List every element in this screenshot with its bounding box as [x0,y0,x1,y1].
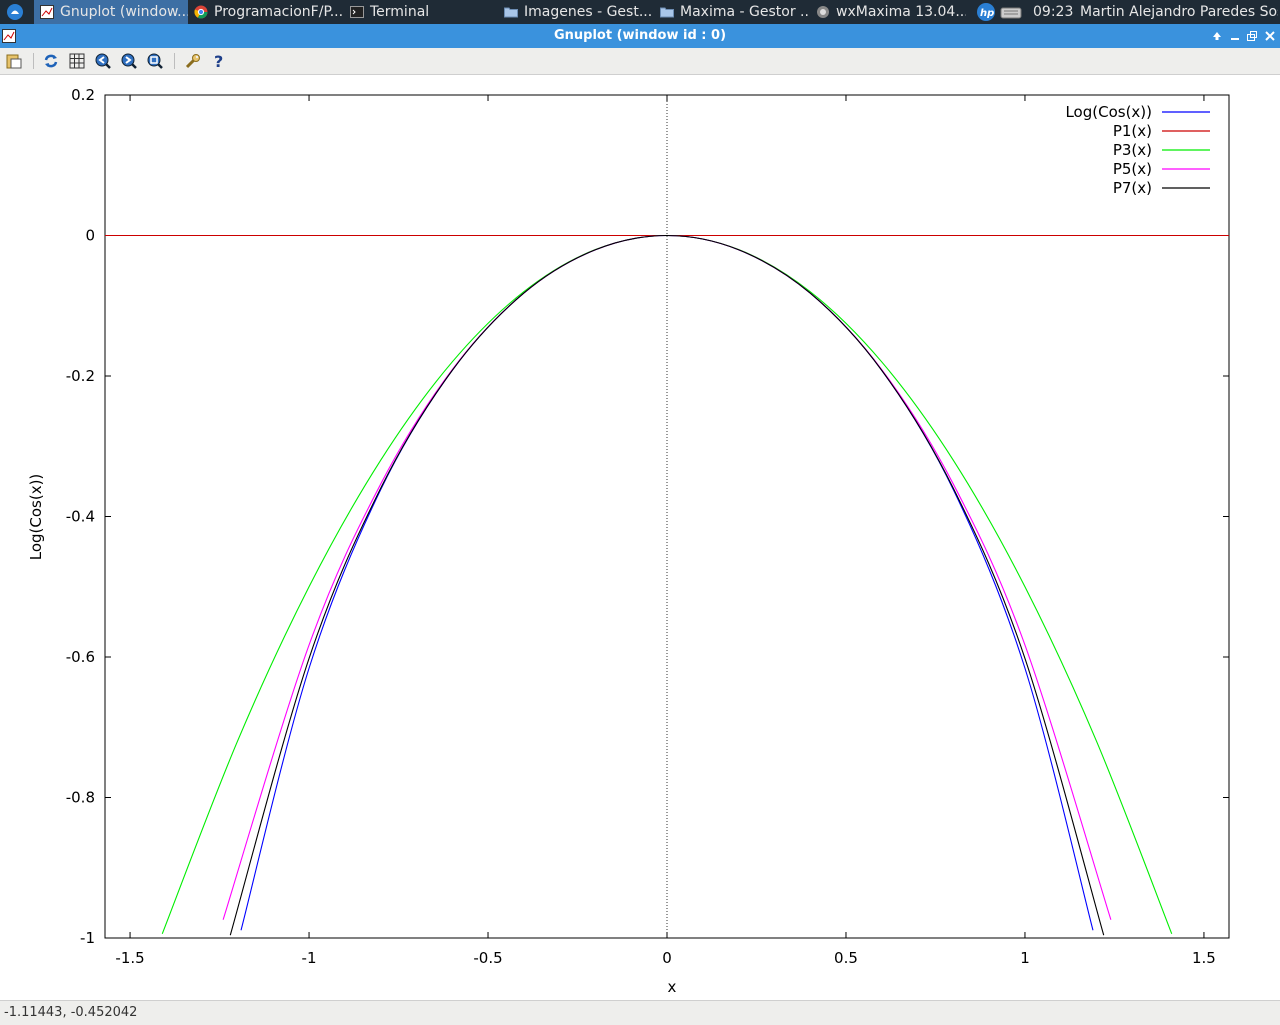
task-file-manager-maxima[interactable]: Maxima - Gestor ... [660,0,810,24]
x-tick-label: 1 [1020,949,1030,967]
svg-text:?: ? [214,52,223,70]
legend-label: P5(x) [1113,160,1152,178]
restore-icon [1247,31,1257,41]
taskbar: Gnuplot (window... ProgramacionF/P... Te… [0,0,1280,24]
y-tick-label: 0.2 [71,86,95,104]
help-button[interactable]: ? [210,52,228,71]
toolbar-separator [33,53,34,69]
wxmaxima-icon [817,6,829,18]
task-gnuplot[interactable]: Gnuplot (window... [34,0,188,24]
task-terminal[interactable]: Terminal [350,0,460,24]
start-menu-button[interactable] [0,0,32,24]
task-label: Imagenes - Gest... [524,4,652,20]
x-tick-label: 0 [662,949,672,967]
terminal-icon [350,6,364,18]
hp-icon: hp [977,3,995,21]
chrome-icon [194,5,208,19]
y-tick-label: -0.6 [66,648,95,666]
folder-icon [660,7,674,18]
close-button[interactable] [1263,29,1277,43]
task-file-manager-images[interactable]: Imagenes - Gest... [504,0,652,24]
unzoom-icon [147,53,163,69]
replot-button[interactable] [42,52,60,70]
unzoom-button[interactable] [146,52,164,70]
zoom-previous-icon [95,53,111,69]
legend-label: P1(x) [1113,122,1152,140]
zoom-previous-button[interactable] [94,52,112,70]
y-tick-label: -1 [80,929,95,947]
task-label: ProgramacionF/P... [214,4,344,20]
folder-icon [504,7,518,18]
grid-icon [69,53,85,69]
x-tick-label: -1.5 [115,949,144,967]
series-line-log_cos [240,234,1094,931]
legend-label: Log(Cos(x)) [1065,103,1152,121]
task-label: Terminal [370,4,430,20]
task-wxmaxima[interactable]: wxMaxima 13.04... [816,0,966,24]
window-titlebar[interactable]: Gnuplot (window id : 0) [0,24,1280,48]
app-menu-icon [7,4,23,20]
statusbar: -1.11443, -0.452042 [0,1000,1280,1025]
y-tick-label: -0.4 [66,508,95,526]
settings-icon [185,54,200,69]
x-tick-label: 0.5 [834,949,858,967]
clipboard-icon [6,54,22,69]
keep-above-button[interactable] [1210,29,1224,43]
task-label: Gnuplot (window... [60,4,188,20]
minimize-button[interactable] [1228,29,1242,43]
toggle-grid-button[interactable] [68,52,86,70]
x-tick-label: 1.5 [1192,949,1216,967]
x-tick-label: -0.5 [473,949,502,967]
mouse-coordinates: -1.11443, -0.452042 [4,1005,138,1020]
plot-canvas[interactable]: -1.5 -1 -0.5 0 0.5 1 1.5 0.2 0 -0.2 -0.4 -0.6 -0.8 -1… [0,75,1280,1000]
y-tick-label: -0.2 [66,367,95,385]
clock[interactable]: 09:23 [1033,4,1073,20]
configuration-button[interactable] [184,52,202,70]
legend-label: P3(x) [1113,141,1152,159]
y-tick-label: -0.8 [66,789,95,807]
maximize-button[interactable] [1245,29,1259,43]
keyboard-icon [1000,7,1022,19]
series-line-p7 [229,234,1105,936]
window-title: Gnuplot (window id : 0) [553,28,727,43]
svg-text:hp: hp [980,8,994,19]
tray-icons[interactable]: hp [976,0,1024,24]
gnuplot-window-icon [2,29,16,43]
gnuplot-icon [40,5,54,19]
user-name[interactable]: Martin Alejandro Paredes Sosa [1080,4,1278,20]
y-axis-label: Log(Cos(x)) [27,474,45,561]
help-icon: ? [214,52,223,71]
task-label: Maxima - Gestor ... [680,4,810,20]
zoom-next-button[interactable] [120,52,138,70]
arrow-up-icon [1213,32,1221,40]
minimize-icon [1231,38,1239,40]
close-icon [1265,31,1275,41]
task-label: wxMaxima 13.04... [836,4,966,20]
task-chrome[interactable]: ProgramacionF/P... [194,0,344,24]
replot-icon [44,54,58,68]
zoom-next-icon [121,53,137,69]
x-tick-label: -1 [302,949,317,967]
legend-label: P7(x) [1113,179,1152,197]
toolbar-separator [174,53,175,69]
y-tick-label: 0 [85,227,95,245]
x-axis-label: x [668,978,677,996]
chart-svg[interactable]: -1.5 -1 -0.5 0 0.5 1 1.5 0.2 0 -0.2 -0.4 -0.6 -0.8 -1… [0,75,1280,1000]
gnuplot-toolbar: ? [0,48,1280,75]
copy-to-clipboard-button[interactable] [5,52,23,70]
